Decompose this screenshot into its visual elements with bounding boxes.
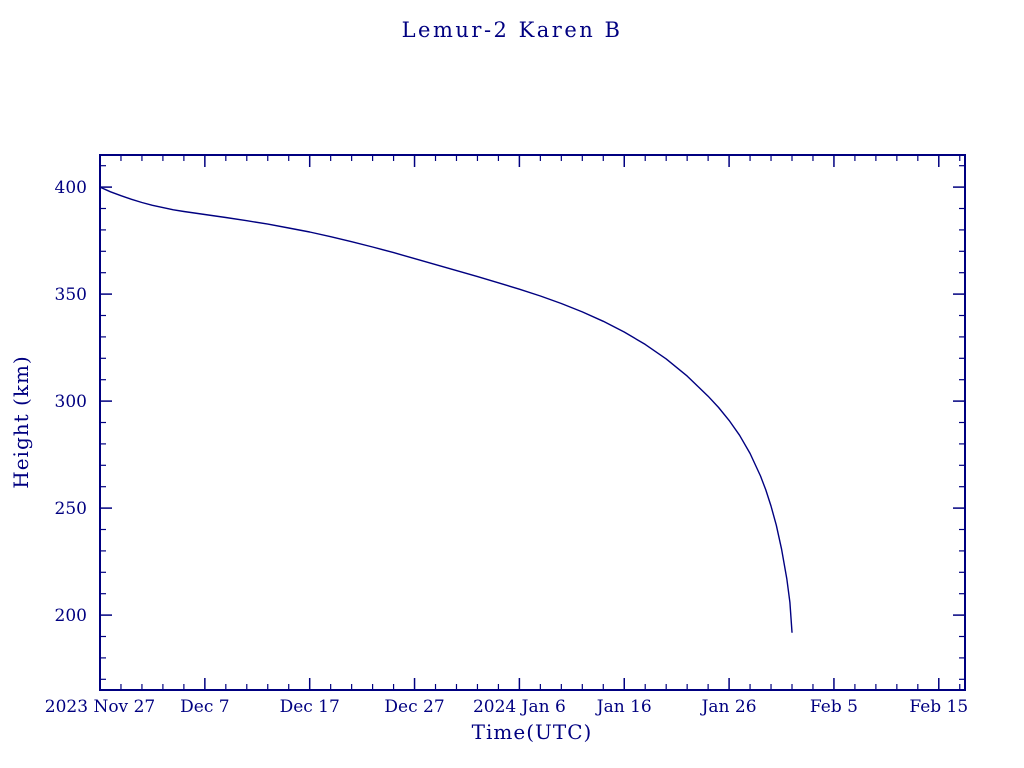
x-tick-label: Jan 16 <box>595 697 652 717</box>
chart-title: Lemur-2 Karen B <box>401 18 623 42</box>
y-tick-label: 250 <box>55 499 87 519</box>
plot-box <box>99 154 966 691</box>
y-tick-label: 400 <box>55 178 87 198</box>
axis-ticks <box>99 155 965 690</box>
x-tick-label: Dec 17 <box>280 697 340 717</box>
decay-curve <box>99 186 793 633</box>
x-tick-label: Dec 7 <box>180 697 229 717</box>
x-tick-label: Jan 26 <box>700 697 757 717</box>
y-tick-label: 350 <box>55 285 87 305</box>
y-tick-label: 300 <box>55 392 87 412</box>
x-tick-label: 2023 Nov 27 <box>45 697 155 717</box>
y-tick-label: 200 <box>55 606 87 626</box>
x-tick-label: Feb 15 <box>909 697 968 717</box>
axis-tick-labels: 2023 Nov 27 Dec 7 Dec 17 Dec 27 2024 Jan 6 Ja… <box>45 178 968 717</box>
x-tick-label: Feb 5 <box>810 697 858 717</box>
x-tick-label: Dec 27 <box>384 697 444 717</box>
x-tick-label: 2024 Jan 6 <box>473 697 566 717</box>
x-axis-label: Time(UTC) <box>471 720 593 744</box>
